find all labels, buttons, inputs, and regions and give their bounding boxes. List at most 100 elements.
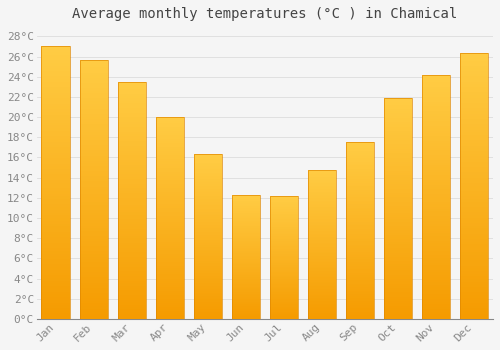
- Bar: [346, 303, 374, 305]
- Bar: [308, 261, 336, 262]
- Bar: [194, 281, 222, 283]
- Bar: [422, 124, 450, 126]
- Bar: [156, 196, 184, 198]
- Bar: [80, 93, 108, 96]
- Bar: [384, 241, 412, 244]
- Bar: [422, 275, 450, 278]
- Bar: [346, 292, 374, 294]
- Bar: [156, 228, 184, 230]
- Bar: [460, 311, 488, 314]
- Bar: [156, 303, 184, 305]
- Bar: [270, 220, 298, 222]
- Bar: [460, 164, 488, 167]
- Bar: [42, 49, 70, 52]
- Bar: [118, 224, 146, 226]
- Bar: [118, 219, 146, 222]
- Bar: [194, 307, 222, 309]
- Bar: [308, 283, 336, 285]
- Bar: [346, 232, 374, 234]
- Bar: [80, 96, 108, 98]
- Bar: [346, 153, 374, 155]
- Bar: [422, 258, 450, 260]
- Bar: [42, 147, 70, 150]
- Bar: [460, 194, 488, 196]
- Bar: [270, 213, 298, 214]
- Bar: [42, 278, 70, 281]
- Bar: [194, 294, 222, 296]
- Bar: [384, 295, 412, 297]
- Bar: [346, 296, 374, 298]
- Bar: [156, 279, 184, 281]
- Bar: [346, 315, 374, 317]
- Bar: [460, 114, 488, 117]
- Bar: [232, 202, 260, 203]
- Bar: [232, 303, 260, 304]
- Bar: [156, 163, 184, 166]
- Bar: [422, 268, 450, 270]
- Bar: [460, 236, 488, 239]
- Bar: [156, 272, 184, 274]
- Bar: [346, 194, 374, 195]
- Bar: [460, 183, 488, 186]
- Bar: [156, 188, 184, 190]
- Bar: [118, 188, 146, 191]
- Bar: [232, 293, 260, 294]
- Bar: [422, 280, 450, 282]
- Bar: [232, 227, 260, 228]
- Bar: [232, 200, 260, 201]
- Bar: [42, 234, 70, 237]
- Bar: [118, 196, 146, 198]
- Bar: [42, 183, 70, 186]
- Bar: [42, 316, 70, 319]
- Bar: [460, 239, 488, 241]
- Bar: [42, 224, 70, 226]
- Bar: [232, 260, 260, 262]
- Bar: [80, 205, 108, 208]
- Bar: [384, 125, 412, 127]
- Bar: [460, 173, 488, 175]
- Bar: [422, 170, 450, 173]
- Bar: [346, 170, 374, 172]
- Bar: [80, 306, 108, 308]
- Bar: [346, 252, 374, 253]
- Bar: [460, 292, 488, 295]
- Bar: [232, 222, 260, 223]
- Bar: [156, 152, 184, 153]
- Bar: [156, 174, 184, 176]
- Bar: [42, 47, 70, 319]
- Bar: [308, 201, 336, 202]
- Bar: [346, 209, 374, 211]
- Bar: [42, 101, 70, 104]
- Bar: [270, 222, 298, 223]
- Bar: [118, 129, 146, 132]
- Bar: [42, 292, 70, 294]
- Bar: [42, 226, 70, 229]
- Bar: [194, 154, 222, 319]
- Bar: [80, 280, 108, 282]
- Bar: [346, 238, 374, 239]
- Bar: [384, 144, 412, 147]
- Bar: [118, 172, 146, 174]
- Bar: [156, 293, 184, 295]
- Bar: [270, 294, 298, 295]
- Bar: [42, 273, 70, 275]
- Bar: [460, 74, 488, 77]
- Bar: [270, 312, 298, 313]
- Bar: [308, 307, 336, 308]
- Bar: [156, 160, 184, 161]
- Bar: [232, 300, 260, 301]
- Bar: [156, 313, 184, 315]
- Bar: [194, 274, 222, 276]
- Bar: [42, 302, 70, 305]
- Bar: [194, 233, 222, 235]
- Bar: [80, 246, 108, 249]
- Bar: [156, 127, 184, 129]
- Bar: [156, 238, 184, 240]
- Bar: [270, 288, 298, 289]
- Bar: [42, 136, 70, 139]
- Bar: [232, 241, 260, 242]
- Bar: [346, 284, 374, 285]
- Bar: [460, 308, 488, 311]
- Bar: [232, 217, 260, 218]
- Bar: [80, 171, 108, 174]
